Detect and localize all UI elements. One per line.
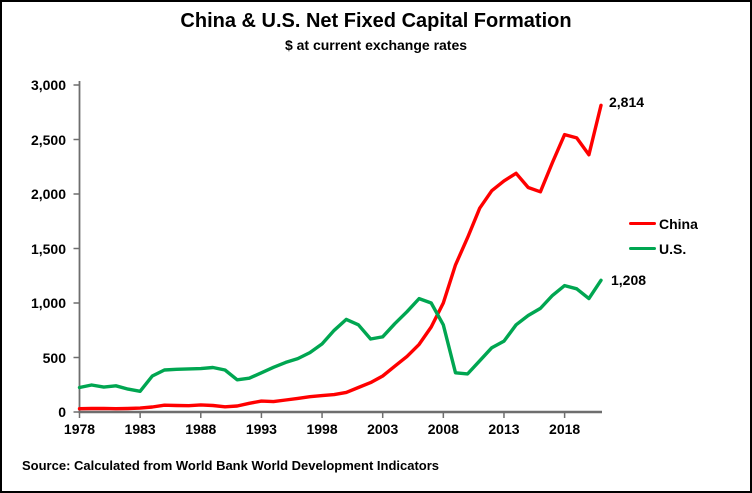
legend-label-china: China — [659, 215, 698, 232]
legend: China U.S. — [629, 211, 698, 261]
y-tick-label: 1,500 — [30, 240, 66, 257]
us-swatch — [629, 246, 656, 251]
legend-label-us: U.S. — [659, 240, 687, 257]
y-tick-label: 3,000 — [30, 77, 66, 93]
x-tick-label: 1998 — [306, 421, 338, 437]
legend-item-us: U.S. — [629, 236, 698, 261]
china-swatch — [629, 221, 656, 226]
x-tick-label: 2008 — [427, 421, 459, 437]
x-tick-label: 2003 — [367, 421, 399, 437]
y-tick-label: 0 — [58, 404, 66, 420]
x-tick-label: 2018 — [549, 421, 581, 437]
chart-title: China & U.S. Net Fixed Capital Formation — [180, 10, 572, 32]
x-tick-label: 2013 — [488, 421, 520, 437]
y-tick-label: 2,500 — [30, 131, 66, 148]
source-note: Source: Calculated from World Bank World… — [22, 458, 440, 473]
y-tick-label: 2,000 — [30, 186, 66, 202]
us-end-label: 1,208 — [611, 272, 647, 288]
y-tick-label: 500 — [42, 349, 66, 366]
china-end-label: 2,814 — [609, 94, 645, 110]
x-tick-label: 1978 — [63, 421, 96, 437]
us-line — [77, 278, 603, 393]
chart-subtitle: $ at current exchange rates — [284, 37, 468, 53]
y-tick-label: 1,000 — [30, 295, 66, 311]
legend-item-china: China — [629, 211, 698, 236]
x-tick-label: 1983 — [124, 421, 156, 437]
china-line — [77, 103, 603, 411]
x-tick-label: 1988 — [185, 421, 217, 437]
x-tick-label: 1993 — [245, 421, 277, 437]
